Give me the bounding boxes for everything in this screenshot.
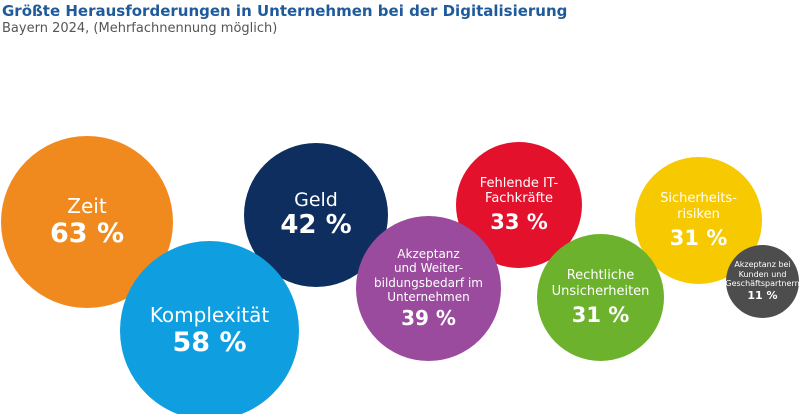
bubble-value: 11 % xyxy=(747,288,778,302)
bubble-label: Komplexität xyxy=(149,302,270,327)
bubble-label: Rechtliche Unsicherheiten xyxy=(551,268,650,299)
bubble-label: Sicherheits- risiken xyxy=(660,191,737,222)
bubble-value: 39 % xyxy=(401,306,456,331)
bubble-akzeptanz-kunden: Akzeptanz bei Kunden und Geschäftspartne… xyxy=(725,245,800,318)
bubble-zeit: Zeit 63 % xyxy=(1,136,173,308)
bubble-value: 58 % xyxy=(172,326,247,358)
chart-title: Größte Herausforderungen in Unternehmen … xyxy=(2,2,568,20)
bubble-value: 42 % xyxy=(280,210,352,241)
bubble-label: Fehlende IT- Fachkräfte xyxy=(479,175,559,207)
bubble-label: Akzeptanz und Weiter- bildungsbedarf im … xyxy=(374,246,483,304)
bubble-value: 31 % xyxy=(669,225,728,250)
bubble-akzeptanz-weiterbildung: Akzeptanz und Weiter- bildungsbedarf im … xyxy=(356,216,501,361)
bubble-rechtliche-unsicherheiten: Rechtliche Unsicherheiten 31 % xyxy=(537,234,664,361)
bubble-label: Geld xyxy=(294,188,338,211)
bubble-komplexitaet: Komplexität 58 % xyxy=(120,241,299,414)
bubble-label: Akzeptanz bei Kunden und Geschäftspartne… xyxy=(725,260,800,288)
bubble-value: 33 % xyxy=(490,210,548,235)
bubble-value: 31 % xyxy=(571,302,630,327)
chart-subtitle: Bayern 2024, (Mehrfachnennung möglich) xyxy=(2,21,278,36)
bubble-label: Zeit xyxy=(67,194,107,219)
bubble-value: 63 % xyxy=(49,218,125,250)
